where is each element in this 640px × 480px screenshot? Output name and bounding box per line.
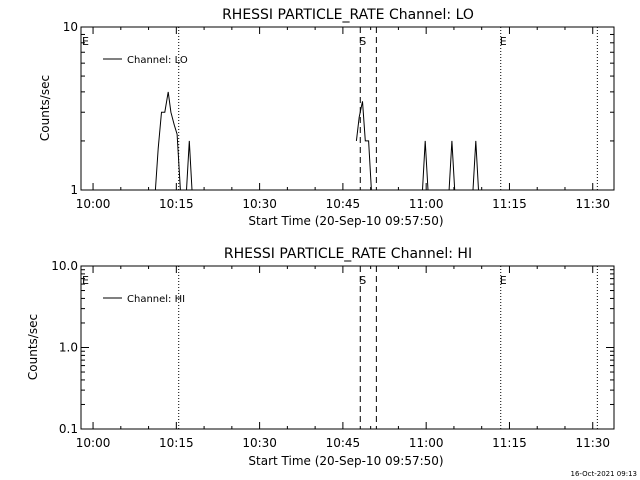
x-tick-label: 11:30 bbox=[575, 197, 610, 211]
series-line bbox=[472, 140, 482, 191]
x-tick-label: 11:00 bbox=[409, 197, 444, 211]
series-line bbox=[355, 101, 375, 191]
y-tick-label: 10 bbox=[63, 20, 78, 34]
plot-frame bbox=[80, 26, 615, 191]
x-tick-label: 10:00 bbox=[76, 197, 111, 211]
y-tick-label: 10.0 bbox=[51, 259, 78, 273]
x-tick-label: 11:00 bbox=[409, 436, 444, 450]
plot-frame bbox=[80, 265, 615, 430]
x-tick-label: 10:15 bbox=[159, 436, 194, 450]
marker-label: E bbox=[82, 274, 89, 287]
chart-panel-lo: RHESSI PARTICLE_RATE Channel: LO 10:00 10… bbox=[38, 7, 615, 228]
y-tick-label: 0.1 bbox=[59, 422, 78, 436]
y-axis-label: Counts/sec bbox=[38, 75, 52, 141]
x-tick-label: 10:45 bbox=[326, 436, 361, 450]
legend-label: Channel: LO bbox=[127, 55, 188, 66]
y-tick-label: 1.0 bbox=[59, 341, 78, 355]
chart-panel-hi: RHESSI PARTICLE_RATE Channel: HI 10:00 10… bbox=[26, 246, 615, 468]
x-tick-label: 10:00 bbox=[76, 436, 111, 450]
marker-label: S bbox=[359, 274, 366, 287]
series-line bbox=[422, 140, 432, 191]
x-tick-label: 11:30 bbox=[575, 436, 610, 450]
chart-marks: 10:00 10:15 10:30 10:45 11:00 11:15 11:30 0.1 1.… bbox=[51, 259, 614, 450]
x-tick-label: 10:30 bbox=[242, 197, 277, 211]
series-line bbox=[154, 91, 201, 191]
legend-label: Channel: HI bbox=[127, 294, 185, 305]
footer-timestamp: 16-Oct-2021 09:13 bbox=[571, 470, 637, 478]
chart-marks: 10:00 10:15 10:30 10:45 11:00 11:15 11:30 1 10 E S… bbox=[63, 20, 614, 211]
x-axis-label: Start Time (20-Sep-10 09:57:50) bbox=[248, 214, 443, 228]
series-line bbox=[448, 140, 458, 191]
x-axis-label: Start Time (20-Sep-10 09:57:50) bbox=[248, 454, 443, 468]
x-tick-label: 10:15 bbox=[159, 197, 194, 211]
chart-title: RHESSI PARTICLE_RATE Channel: HI bbox=[224, 246, 472, 262]
chart-title: RHESSI PARTICLE_RATE Channel: LO bbox=[222, 7, 474, 23]
x-tick-label: 11:15 bbox=[492, 436, 527, 450]
x-tick-label: 10:30 bbox=[242, 436, 277, 450]
y-tick-label: 1 bbox=[70, 183, 78, 197]
marker-label: E bbox=[500, 35, 507, 48]
marker-label: E bbox=[500, 274, 507, 287]
marker-label: S bbox=[359, 35, 366, 48]
x-tick-label: 10:45 bbox=[326, 197, 361, 211]
y-axis-label: Counts/sec bbox=[26, 314, 40, 380]
x-tick-label: 11:15 bbox=[492, 197, 527, 211]
marker-label: E bbox=[82, 35, 89, 48]
